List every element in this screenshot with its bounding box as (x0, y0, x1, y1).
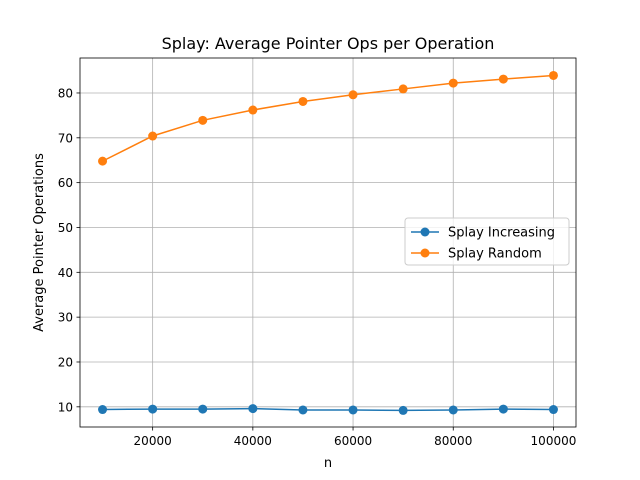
legend-marker (420, 248, 430, 258)
data-point (98, 156, 108, 166)
legend-box (404, 217, 570, 266)
x-tick-label: 40000 (234, 434, 272, 448)
grid-lines (80, 58, 576, 427)
series-layer (98, 70, 558, 415)
y-tick-label: 60 (58, 176, 73, 190)
data-point (148, 131, 158, 141)
y-tick-label: 30 (58, 311, 73, 325)
x-tick-label: 60000 (334, 434, 372, 448)
data-point (98, 405, 108, 415)
data-point (348, 90, 358, 100)
y-tick-label: 10 (58, 400, 73, 414)
data-point (448, 405, 458, 415)
series-0 (98, 404, 558, 415)
x-tick-label: 80000 (434, 434, 472, 448)
data-point (548, 405, 558, 415)
data-point (148, 404, 158, 414)
data-point (498, 404, 508, 414)
y-tick-label: 20 (58, 355, 73, 369)
data-point (398, 405, 408, 415)
legend-label: Splay Increasing (448, 226, 555, 241)
data-point (498, 74, 508, 84)
data-point (198, 115, 208, 125)
data-point (298, 96, 308, 106)
data-point (298, 405, 308, 415)
legend-label: Splay Random (448, 247, 542, 262)
data-point (348, 405, 358, 415)
series-line (102, 407, 554, 412)
series-1 (98, 70, 558, 166)
data-point (448, 78, 458, 88)
legend: Splay Increasing Splay Random (404, 217, 570, 266)
data-point (248, 404, 258, 414)
y-tick-label: 80 (58, 86, 73, 100)
x-axis-ticks: 20000 40000 60000 80000 100000 (134, 427, 577, 448)
y-tick-label: 50 (58, 221, 73, 235)
y-tick-label: 70 (58, 131, 73, 145)
chart-title: Splay: Average Pointer Ops per Operation (162, 34, 495, 53)
data-point (398, 84, 408, 94)
data-point (548, 70, 558, 80)
y-axis-label: Average Pointer Operations (32, 153, 47, 332)
y-tick-label: 40 (58, 266, 73, 280)
y-axis-ticks: 10 20 30 40 50 60 70 80 (58, 86, 80, 414)
x-tick-label: 20000 (134, 434, 172, 448)
legend-marker (420, 227, 430, 237)
data-point (198, 404, 208, 414)
x-axis-label: n (324, 456, 332, 471)
plot-frame (79, 57, 577, 428)
data-point (248, 105, 258, 115)
x-tick-label: 100000 (531, 434, 577, 448)
series-line (102, 74, 554, 162)
